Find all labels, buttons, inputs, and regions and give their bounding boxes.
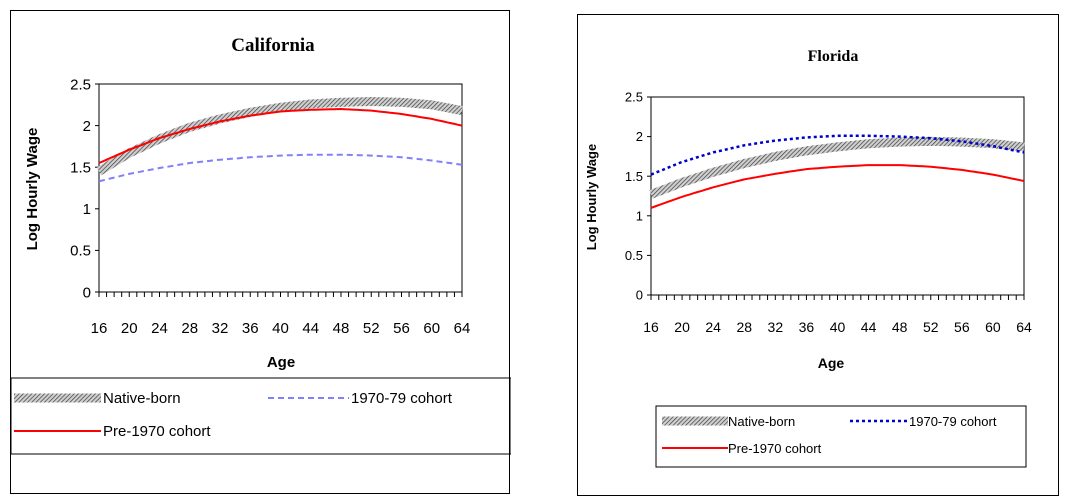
legend-box	[655, 405, 1027, 468]
y-tick-label: 2.5	[70, 76, 91, 93]
x-tick-label: 28	[736, 319, 752, 335]
x-tick-label: 56	[393, 320, 410, 337]
legend-label: 1970-79 cohort	[909, 414, 997, 429]
y-axis-label: Log Hourly Wage	[584, 144, 599, 250]
x-tick-label: 44	[302, 320, 319, 337]
legend-label: Pre-1970 cohort	[728, 441, 822, 456]
y-tick-label: 0.5	[70, 243, 91, 260]
x-tick-label: 64	[454, 320, 471, 337]
plot-area	[650, 96, 1025, 296]
series-line-1970-79-cohort	[650, 134, 1025, 176]
y-tick-label: 0	[83, 284, 91, 301]
y-tick-label: 2	[636, 129, 643, 144]
y-tick-label: 1	[83, 201, 91, 218]
x-tick-label: 32	[768, 319, 784, 335]
x-tick-label: 28	[181, 320, 198, 337]
series-line-pre-1970-cohort	[650, 164, 1025, 209]
y-axis-label: Log Hourly Wage	[24, 128, 41, 251]
x-tick-label: 24	[705, 319, 721, 335]
x-tick-label: 16	[643, 319, 659, 335]
series-line-native-born	[649, 136, 1025, 199]
x-tick-label: 40	[830, 319, 846, 335]
legend-label: Native-born	[103, 390, 181, 407]
florida-chart: Florida 0 0.5 1 1.5 2 2.5 16 20 24 28 32 36 40 44 48 52 5…	[584, 48, 1032, 468]
x-tick-label: 48	[333, 320, 350, 337]
x-axis-label: Age	[267, 354, 295, 371]
x-tick-label: 48	[892, 319, 908, 335]
chart-title: Florida	[808, 48, 859, 65]
x-tick-label: 56	[954, 319, 970, 335]
florida-chart-panel: Florida 0 0.5 1 1.5 2 2.5 16 20 24 28 32 36 40 44 48 52 5…	[577, 14, 1059, 496]
y-tick-label: 0	[636, 288, 643, 303]
x-tick-label: 36	[242, 320, 259, 337]
x-tick-label: 36	[799, 319, 815, 335]
y-tick-label: 2.5	[625, 90, 643, 105]
x-tick-label: 20	[674, 319, 690, 335]
x-tick-label: 60	[423, 320, 440, 337]
legend-label: 1970-79 cohort	[351, 390, 453, 407]
x-tick-label: 44	[861, 319, 877, 335]
y-tick-label: 1	[636, 208, 643, 223]
x-tick-label: 24	[151, 320, 168, 337]
series-line-1970-79-cohort	[98, 153, 463, 183]
y-tick-label: 1.5	[625, 169, 643, 184]
y-tick-label: 2	[83, 118, 91, 135]
x-tick-label: 20	[121, 320, 138, 337]
x-axis-label: Age	[818, 355, 845, 371]
california-chart: California 0 0.5 1 1.5 2 2.5 16 20 24 28 32 36 40 44 48…	[10, 35, 512, 455]
y-tick-label: 1.5	[70, 159, 91, 176]
x-tick-label: 16	[91, 320, 108, 337]
x-tick-label: 52	[363, 320, 380, 337]
x-tick-label: 64	[1016, 319, 1032, 335]
x-tick-label: 32	[212, 320, 229, 337]
x-tick-label: 52	[923, 319, 939, 335]
series-line-pre-1970-cohort	[98, 108, 463, 164]
legend-label: Pre-1970 cohort	[103, 423, 211, 440]
x-tick-label: 40	[272, 320, 289, 337]
y-tick-label: 0.5	[625, 248, 643, 263]
chart-title: California	[231, 35, 315, 56]
legend-label: Native-born	[728, 414, 795, 429]
california-chart-panel: California 0 0.5 1 1.5 2 2.5 16 20 24 28 32 36 40 44 48…	[10, 10, 512, 494]
x-tick-label: 60	[985, 319, 1001, 335]
